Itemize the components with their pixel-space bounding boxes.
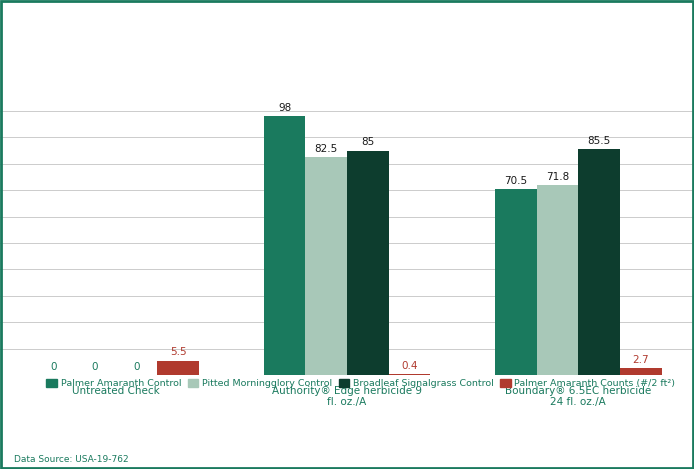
Bar xyxy=(158,361,199,375)
Text: 5.5: 5.5 xyxy=(170,348,187,357)
Text: 0: 0 xyxy=(133,362,139,372)
Text: 2.7: 2.7 xyxy=(632,355,649,365)
Text: Data Source: USA-19-762: Data Source: USA-19-762 xyxy=(14,455,128,464)
Text: 71.8: 71.8 xyxy=(546,172,569,182)
Text: 82.5: 82.5 xyxy=(314,144,338,154)
Text: 85.5: 85.5 xyxy=(588,136,611,146)
Legend: Palmer Amaranth Control, Pitted Morningglory Control, Broadleaf Signalgrass Cont: Palmer Amaranth Control, Pitted Morningg… xyxy=(42,375,679,392)
Text: Weed Control Data: Collected 28 DAA-PRE | Weed Count Data: Collected 30 DAA-PRE: Weed Control Data: Collected 28 DAA-PRE … xyxy=(126,69,568,80)
Text: SOYBEAN WEED CONTROL AND WEED COUNTS: SOYBEAN WEED CONTROL AND WEED COUNTS xyxy=(120,15,574,33)
Bar xyxy=(347,151,389,375)
Bar xyxy=(495,189,536,375)
Bar xyxy=(264,116,305,375)
Text: 0: 0 xyxy=(50,362,56,372)
Text: University of Tennessee – Jackson, TN: University of Tennessee – Jackson, TN xyxy=(236,44,458,57)
Bar xyxy=(305,157,347,375)
Text: 0: 0 xyxy=(92,362,98,372)
Bar xyxy=(578,149,620,375)
Bar xyxy=(536,185,578,375)
Text: 70.5: 70.5 xyxy=(505,176,527,186)
Bar xyxy=(620,368,661,375)
Text: 98: 98 xyxy=(278,103,291,113)
Text: 85: 85 xyxy=(361,137,375,147)
Text: 0.4: 0.4 xyxy=(401,361,418,371)
Bar xyxy=(389,374,430,375)
